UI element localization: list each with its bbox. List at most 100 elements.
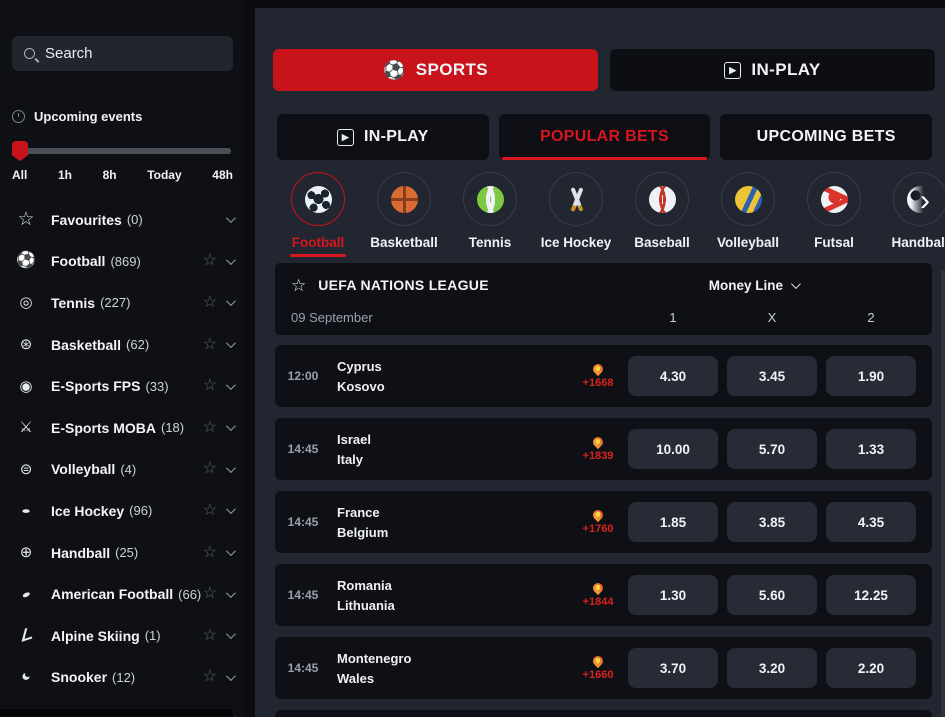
odds-button-2[interactable]: 2.20 bbox=[826, 648, 916, 688]
sidebar-sport-item[interactable]: ● Snooker (12) ☆ bbox=[0, 657, 245, 699]
odds-button-1[interactable]: 3.70 bbox=[628, 648, 718, 688]
favourite-star-icon[interactable]: ☆ bbox=[202, 626, 217, 644]
sidebar-sport-item[interactable]: ⊛ Basketball (62) ☆ bbox=[0, 324, 245, 366]
chevron-down-icon[interactable] bbox=[225, 462, 236, 473]
upcoming-events-label: Upcoming events bbox=[34, 109, 143, 124]
favourite-star-icon[interactable]: ☆ bbox=[202, 501, 217, 519]
match-card[interactable]: 14:45 Montenegro Wales +1660 3.70 3.20 2… bbox=[275, 637, 932, 699]
search-box[interactable] bbox=[12, 36, 233, 71]
tick-today[interactable]: Today bbox=[147, 168, 182, 182]
sidebar-sport-item[interactable]: ● Ice Hockey (96) ☆ bbox=[0, 490, 245, 532]
favourite-star-icon[interactable]: ☆ bbox=[202, 460, 217, 478]
market-dropdown[interactable]: Money Line bbox=[709, 278, 801, 293]
carousel-sport-item[interactable]: Baseball bbox=[619, 172, 705, 257]
favourite-star-icon[interactable]: ☆ bbox=[202, 252, 217, 270]
sport-count: (12) bbox=[112, 669, 136, 685]
chevron-down-icon[interactable] bbox=[225, 296, 236, 307]
carousel-sport-label: Baseball bbox=[634, 235, 690, 250]
odds-button-1[interactable]: 1.85 bbox=[628, 502, 718, 542]
chevron-down-icon[interactable] bbox=[225, 629, 236, 640]
sidebar-sport-item[interactable]: ⚽ Football (869) ☆ bbox=[0, 241, 245, 283]
favourite-star-icon[interactable]: ☆ bbox=[202, 585, 217, 603]
carousel-sport-item[interactable]: Volleyball bbox=[705, 172, 791, 257]
chevron-down-icon[interactable] bbox=[225, 338, 236, 349]
match-card-partial[interactable] bbox=[275, 710, 932, 717]
odds-button-x[interactable]: 3.45 bbox=[727, 356, 817, 396]
favourite-star-icon[interactable]: ☆ bbox=[202, 377, 217, 395]
chevron-down-icon[interactable] bbox=[225, 587, 236, 598]
vertical-scrollbar[interactable] bbox=[941, 270, 945, 717]
sidebar-sport-item[interactable]: ∠ Alpine Skiing (1) ☆ bbox=[0, 615, 245, 657]
chevron-down-icon[interactable] bbox=[225, 504, 236, 515]
favourite-star-icon[interactable]: ☆ bbox=[202, 418, 217, 436]
match-card[interactable]: 14:45 France Belgium +1760 1.85 3.85 4.3… bbox=[275, 491, 932, 553]
mode-tab[interactable]: ▶ IN-PLAY bbox=[610, 49, 935, 91]
sport-label: E-Sports FPS bbox=[51, 378, 141, 395]
chevron-down-icon[interactable] bbox=[225, 255, 236, 265]
sidebar-sport-item[interactable]: ☆ Favourites (0) bbox=[0, 199, 245, 241]
carousel-next-arrow-icon[interactable]: › bbox=[911, 184, 939, 218]
carousel-sport-label: Ice Hockey bbox=[540, 235, 612, 250]
tick-8h[interactable]: 8h bbox=[102, 168, 117, 182]
search-input[interactable] bbox=[45, 45, 221, 62]
match-card[interactable]: 12:00 Cyprus Kosovo +1668 4.30 3.45 1.90 bbox=[275, 345, 932, 407]
tick-1h[interactable]: 1h bbox=[57, 168, 72, 182]
odds-button-1[interactable]: 1.30 bbox=[628, 575, 718, 615]
carousel-sport-item[interactable]: Football bbox=[275, 172, 361, 257]
odds-button-1[interactable]: 4.30 bbox=[628, 356, 718, 396]
sidebar-sport-item[interactable]: ⚔ E-Sports MOBA (18) ☆ bbox=[0, 407, 245, 449]
sport-label: Handball bbox=[51, 544, 111, 561]
sidebar-sport-item[interactable]: ⊜ Volleyball (4) ☆ bbox=[0, 449, 245, 491]
home-team: Romania bbox=[337, 577, 392, 593]
chevron-down-icon[interactable] bbox=[225, 421, 236, 432]
sidebar-sport-item[interactable]: ⊕ Handball (25) ☆ bbox=[0, 532, 245, 574]
favourite-star-icon[interactable]: ☆ bbox=[202, 668, 217, 686]
carousel-sport-item[interactable]: Basketball bbox=[361, 172, 447, 257]
favourite-star-icon[interactable]: ☆ bbox=[202, 335, 217, 353]
odds-button-2[interactable]: 12.25 bbox=[826, 575, 916, 615]
favourite-star-icon[interactable]: ☆ bbox=[202, 543, 217, 561]
odds-button-2[interactable]: 1.90 bbox=[826, 356, 916, 396]
sport-count: (4) bbox=[120, 461, 137, 477]
sport-label: Football bbox=[51, 253, 106, 270]
slider-track[interactable] bbox=[14, 148, 231, 154]
sport-label: Snooker bbox=[51, 669, 108, 686]
odds-button-x[interactable]: 3.85 bbox=[727, 502, 817, 542]
sidebar-sport-item[interactable]: ● American Football (66) ☆ bbox=[0, 573, 245, 615]
odds-button-2[interactable]: 1.33 bbox=[826, 429, 916, 469]
odds-column-headers: 1 X 2 bbox=[628, 310, 916, 325]
fire-icon bbox=[590, 434, 606, 449]
tick-all[interactable]: All bbox=[12, 168, 28, 182]
odds-button-x[interactable]: 5.60 bbox=[727, 575, 817, 615]
chevron-down-icon[interactable] bbox=[225, 670, 236, 681]
odds-button-x[interactable]: 5.70 bbox=[727, 429, 817, 469]
sport-count: (869) bbox=[110, 253, 141, 269]
chevron-down-icon[interactable] bbox=[225, 379, 236, 390]
sidebar-sport-item[interactable]: ◎ Tennis (227) ☆ bbox=[0, 282, 245, 324]
odds-button-x[interactable]: 3.20 bbox=[727, 648, 817, 688]
odds-button-2[interactable]: 4.35 bbox=[826, 502, 916, 542]
carousel-sport-item[interactable]: Tennis bbox=[447, 172, 533, 257]
bet-filter-tab[interactable]: UPCOMING BETS bbox=[720, 114, 933, 160]
bet-filter-tab[interactable]: ▶ IN-PLAY bbox=[277, 114, 489, 160]
odds-button-1[interactable]: 10.00 bbox=[628, 429, 718, 469]
sidebar-bottom-panel bbox=[0, 709, 233, 717]
carousel-sport-item[interactable]: Ice Hockey bbox=[533, 172, 619, 257]
sport-label: American Football bbox=[51, 586, 174, 603]
mode-tab[interactable]: ⚽ SPORTS bbox=[273, 49, 598, 91]
match-card[interactable]: 14:45 Israel Italy +1839 10.00 5.70 1.33 bbox=[275, 418, 932, 480]
carousel-sport-item[interactable]: Futsal bbox=[791, 172, 877, 257]
sidebar-sport-item[interactable]: ◉ E-Sports FPS (33) ☆ bbox=[0, 365, 245, 407]
sport-ball-icon bbox=[734, 185, 762, 213]
tick-48h[interactable]: 48h bbox=[212, 168, 233, 182]
chevron-down-icon[interactable] bbox=[225, 213, 236, 224]
chevron-down-icon[interactable] bbox=[225, 546, 236, 557]
time-range-slider[interactable] bbox=[12, 141, 233, 161]
sport-ball-icon bbox=[304, 185, 332, 213]
sport-ball-icon bbox=[820, 185, 848, 213]
slider-handle[interactable] bbox=[12, 141, 28, 161]
league-favourite-star-icon[interactable]: ☆ bbox=[291, 275, 307, 295]
bet-filter-tab[interactable]: POPULAR BETS bbox=[498, 114, 711, 160]
favourite-star-icon[interactable]: ☆ bbox=[202, 293, 217, 311]
match-card[interactable]: 14:45 Romania Lithuania +1844 1.30 5.60 … bbox=[275, 564, 932, 626]
